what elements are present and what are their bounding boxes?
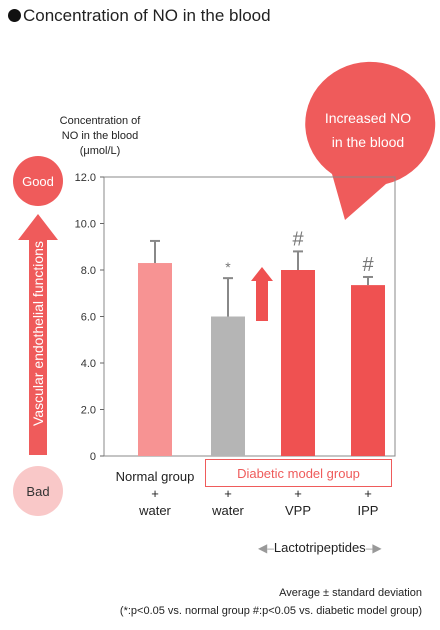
significance-marker-water: * (225, 259, 231, 275)
y-tick-label: 4.0 (81, 358, 96, 370)
y-tick-label: 6.0 (81, 312, 96, 324)
callout-line2: in the blood (331, 134, 405, 150)
x-label-ipp: + IPP (338, 485, 398, 519)
y-tick-label: 10.0 (75, 219, 96, 231)
x-label-water: + water (198, 485, 258, 519)
callout-bubble (305, 61, 436, 220)
bad-label: Bad (26, 483, 50, 499)
bar-vpp (281, 270, 315, 456)
y-axis-label-line2: NO in the blood (61, 130, 139, 142)
y-tick-label: 8.0 (81, 265, 96, 277)
x-label-normal: Normal group + water (108, 468, 202, 519)
plot-area: 0 2.0 4.0 6.0 8.0 10.0 12.0 * # # (75, 172, 396, 463)
increase-arrow-icon (251, 267, 273, 321)
vascular-axis-label: Vascular endothelial functions (30, 241, 46, 426)
diabetic-group-label: Diabetic model group (205, 459, 392, 487)
right-arrow-icon: –▶ (365, 541, 382, 555)
y-axis-label-line3: (μmol/L) (79, 145, 121, 157)
bar-ipp (351, 285, 385, 456)
good-indicator: Good (13, 156, 63, 206)
lactotripeptides-text: Lactotripeptides (273, 540, 366, 555)
y-tick-label: 12.0 (75, 172, 96, 184)
y-tick-label: 2.0 (81, 405, 96, 417)
callout-line1: Increased NO (324, 110, 412, 126)
diabetic-group-text: Diabetic model group (237, 465, 360, 481)
y-tick-label: 0 (90, 451, 96, 463)
x-label-water-line2: + (224, 486, 232, 501)
chart-title: Concentration of NO in the blood (8, 6, 271, 26)
left-arrow-icon: ◀– (258, 541, 274, 555)
x-label-normal-line1: Normal group (115, 469, 195, 484)
x-label-water-line3: water (212, 503, 244, 518)
y-axis-label-line1: Concentration of (59, 115, 141, 127)
bullet-icon (8, 9, 21, 22)
significance-marker-vpp: # (292, 228, 304, 250)
title-text: Concentration of NO in the blood (23, 6, 271, 25)
bar-water (211, 316, 245, 456)
x-label-vpp: + VPP (268, 485, 328, 519)
x-label-ipp-line2: + (364, 486, 372, 501)
vascular-arrow-icon (18, 214, 58, 455)
footnote-average: Average ± standard deviation (279, 587, 422, 599)
x-label-vpp-line2: + (294, 486, 302, 501)
x-label-ipp-line3: IPP (357, 503, 379, 518)
bar-normal (138, 263, 172, 456)
y-axis-label: Concentration of NO in the blood (μmol/L… (40, 114, 160, 159)
x-label-normal-line3: water (139, 503, 171, 518)
callout-text: Increased NO in the blood (305, 106, 431, 154)
good-label: Good (22, 173, 54, 189)
x-label-normal-line2: + (151, 486, 159, 501)
x-label-vpp-line3: VPP (284, 503, 311, 518)
significance-marker-ipp: # (362, 254, 374, 276)
footnote-significance: (*:p<0.05 vs. normal group #:p<0.05 vs. … (119, 605, 422, 617)
lactotripeptides-label: ◀–Lactotripeptides–▶ (258, 540, 382, 555)
bad-indicator: Bad (13, 466, 63, 516)
